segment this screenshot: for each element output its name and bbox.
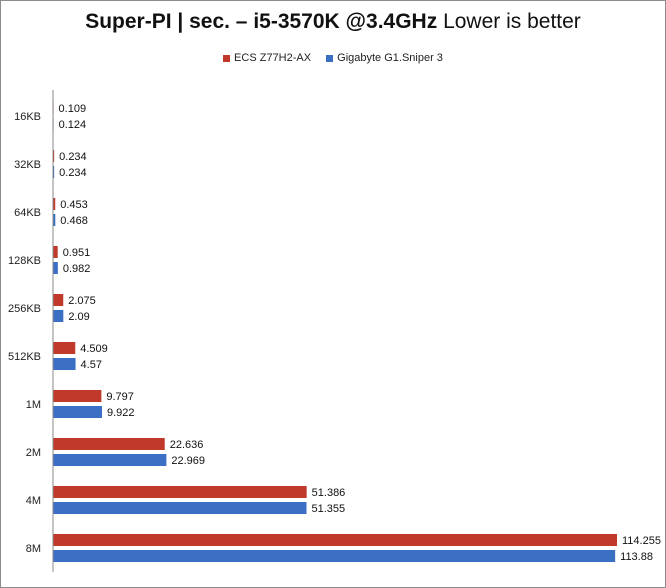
legend-label-ecs: ECS Z77H2-AX: [234, 52, 312, 64]
bar-ecs-z77h2-ax-4m: [53, 486, 307, 498]
category-label-32kb: 32KB: [14, 159, 41, 171]
legend-label-gigabyte: Gigabyte G1.Sniper 3: [337, 52, 443, 64]
bar-gigabyte-g1-sniper-3-2m: [53, 454, 167, 466]
chart-title: Super-PI | sec. – i5-3570K @3.4GHz Lower…: [0, 10, 666, 34]
category-label-2m: 2M: [26, 447, 41, 459]
chart-title-main: Super-PI | sec. – i5-3570K @3.4GHz: [85, 10, 438, 33]
bar-gigabyte-g1-sniper-3-64kb: [53, 214, 56, 226]
value-label-ecs-z77h2-ax-32kb: 0.234: [59, 151, 87, 163]
value-label-gigabyte-g1-sniper-3-16kb: 0.124: [59, 119, 87, 131]
category-label-512kb: 512KB: [8, 351, 41, 363]
value-label-ecs-z77h2-ax-16kb: 0.109: [59, 103, 87, 115]
value-label-ecs-z77h2-ax-4m: 51.386: [312, 487, 346, 499]
bar-ecs-z77h2-ax-64kb: [53, 198, 56, 210]
value-label-ecs-z77h2-ax-1m: 9.797: [106, 391, 134, 403]
legend-item-ecs: ECS Z77H2-AX: [223, 52, 311, 64]
bar-gigabyte-g1-sniper-3-32kb: [53, 166, 55, 178]
bar-gigabyte-g1-sniper-3-128kb: [53, 262, 58, 274]
bar-ecs-z77h2-ax-2m: [53, 438, 165, 450]
bar-gigabyte-g1-sniper-3-512kb: [53, 358, 76, 370]
value-label-gigabyte-g1-sniper-3-8m: 113.88: [620, 551, 653, 563]
category-label-256kb: 256KB: [8, 303, 41, 315]
value-label-ecs-z77h2-ax-8m: 114.255: [622, 535, 661, 547]
bar-gigabyte-g1-sniper-3-4m: [53, 502, 307, 514]
category-label-16kb: 16KB: [14, 111, 41, 123]
bar-gigabyte-g1-sniper-3-1m: [53, 406, 102, 418]
chart-title-note: Lower is better: [443, 10, 581, 33]
bar-ecs-z77h2-ax-32kb: [53, 150, 55, 162]
value-label-ecs-z77h2-ax-128kb: 0.951: [63, 247, 91, 259]
value-label-gigabyte-g1-sniper-3-256kb: 2.09: [68, 311, 89, 323]
value-label-ecs-z77h2-ax-256kb: 2.075: [68, 295, 96, 307]
chart-legend: ECS Z77H2-AX Gigabyte G1.Sniper 3: [0, 52, 666, 65]
legend-swatch-ecs: [223, 54, 231, 62]
bar-gigabyte-g1-sniper-3-256kb: [53, 310, 64, 322]
value-label-gigabyte-g1-sniper-3-1m: 9.922: [107, 407, 135, 419]
bar-gigabyte-g1-sniper-3-8m: [53, 550, 616, 562]
category-label-1m: 1M: [26, 399, 41, 411]
bar-ecs-z77h2-ax-1m: [53, 390, 102, 402]
value-label-gigabyte-g1-sniper-3-128kb: 0.982: [63, 263, 91, 275]
value-label-ecs-z77h2-ax-64kb: 0.453: [60, 199, 88, 211]
bar-ecs-z77h2-ax-512kb: [53, 342, 76, 354]
category-label-4m: 4M: [26, 495, 41, 507]
value-label-gigabyte-g1-sniper-3-32kb: 0.234: [59, 167, 87, 179]
category-label-64kb: 64KB: [14, 207, 41, 219]
category-label-8m: 8M: [26, 543, 41, 555]
value-label-gigabyte-g1-sniper-3-2m: 22.969: [171, 455, 205, 467]
value-label-gigabyte-g1-sniper-3-512kb: 4.57: [81, 359, 102, 371]
value-label-ecs-z77h2-ax-2m: 22.636: [170, 439, 204, 451]
bar-ecs-z77h2-ax-128kb: [53, 246, 58, 258]
bar-ecs-z77h2-ax-256kb: [53, 294, 64, 306]
value-label-gigabyte-g1-sniper-3-64kb: 0.468: [60, 215, 88, 227]
value-label-ecs-z77h2-ax-512kb: 4.509: [80, 343, 108, 355]
legend-item-gigabyte: Gigabyte G1.Sniper 3: [326, 52, 443, 64]
bar-ecs-z77h2-ax-8m: [53, 534, 617, 546]
value-label-gigabyte-g1-sniper-3-4m: 51.355: [312, 503, 346, 515]
category-label-128kb: 128KB: [8, 255, 41, 267]
legend-swatch-gigabyte: [326, 54, 334, 62]
